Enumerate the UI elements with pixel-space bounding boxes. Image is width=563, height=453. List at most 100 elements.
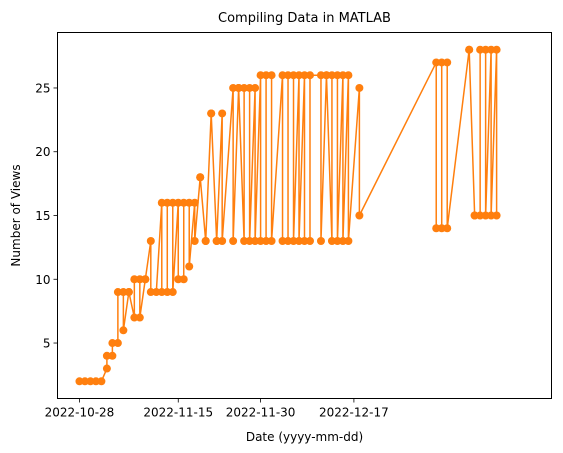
data-point xyxy=(305,237,314,246)
data-point xyxy=(333,71,342,80)
data-point xyxy=(487,45,496,54)
data-point xyxy=(119,288,128,297)
data-point xyxy=(437,224,446,233)
data-point xyxy=(492,211,501,220)
data-point xyxy=(75,377,84,386)
data-point xyxy=(185,262,194,271)
data-point xyxy=(487,211,496,220)
plot-area xyxy=(75,45,501,386)
data-point xyxy=(190,237,199,246)
data-point xyxy=(305,71,314,80)
data-point xyxy=(251,237,260,246)
data-point xyxy=(432,58,441,67)
data-point xyxy=(476,45,485,54)
x-tick-label: 2022-11-30 xyxy=(226,406,296,420)
data-point xyxy=(267,71,276,80)
data-point xyxy=(229,237,238,246)
data-point xyxy=(80,377,89,386)
data-point xyxy=(251,83,260,92)
data-point xyxy=(157,198,166,207)
y-tick-label: 25 xyxy=(35,81,50,95)
data-point xyxy=(289,237,298,246)
data-point xyxy=(190,198,199,207)
data-point xyxy=(174,275,183,284)
data-point xyxy=(256,71,265,80)
data-point xyxy=(240,237,249,246)
data-point xyxy=(102,364,111,373)
data-point xyxy=(262,71,271,80)
data-point xyxy=(338,71,347,80)
data-point xyxy=(201,237,210,246)
data-point xyxy=(355,211,364,220)
data-point xyxy=(443,224,452,233)
data-point xyxy=(284,237,293,246)
x-tick-label: 2022-11-15 xyxy=(143,406,213,420)
chart-title: Compiling Data in MATLAB xyxy=(218,11,391,26)
data-point xyxy=(218,109,227,118)
data-point xyxy=(322,71,331,80)
data-point xyxy=(300,71,309,80)
data-point xyxy=(146,237,155,246)
data-point xyxy=(130,313,139,322)
data-point xyxy=(113,288,122,297)
data-point xyxy=(218,237,227,246)
y-tick-label: 5 xyxy=(43,337,51,351)
data-point xyxy=(102,351,111,360)
data-point xyxy=(295,71,304,80)
data-point xyxy=(179,275,188,284)
y-tick-label: 10 xyxy=(35,273,50,287)
data-point xyxy=(492,45,501,54)
data-point xyxy=(344,237,353,246)
y-tick-label: 15 xyxy=(35,209,50,223)
data-point xyxy=(212,237,221,246)
data-point xyxy=(152,288,161,297)
data-point xyxy=(278,71,287,80)
data-point xyxy=(470,211,479,220)
data-point xyxy=(333,237,342,246)
data-point xyxy=(86,377,95,386)
data-point xyxy=(168,198,177,207)
data-point xyxy=(240,83,249,92)
data-point xyxy=(355,83,364,92)
data-point xyxy=(432,224,441,233)
x-axis: 2022-10-28 2022-11-15 2022-11-30 2022-12-17 xyxy=(45,398,389,420)
data-point xyxy=(91,377,100,386)
data-point xyxy=(245,83,254,92)
x-tick-label: 2022-10-28 xyxy=(45,406,115,420)
y-axis-label: Number of Views xyxy=(9,164,23,266)
data-point xyxy=(179,198,188,207)
data-point xyxy=(163,198,172,207)
data-point xyxy=(344,71,353,80)
data-point xyxy=(338,237,347,246)
data-point xyxy=(465,45,474,54)
data-point xyxy=(135,275,144,284)
data-point xyxy=(146,288,155,297)
data-point xyxy=(124,288,133,297)
data-point xyxy=(300,237,309,246)
data-point xyxy=(443,58,452,67)
data-point xyxy=(135,313,144,322)
data-point xyxy=(97,377,106,386)
data-point xyxy=(168,288,177,297)
data-point xyxy=(267,237,276,246)
data-point xyxy=(289,71,298,80)
data-point xyxy=(316,71,325,80)
data-point xyxy=(157,288,166,297)
series-line xyxy=(79,48,498,383)
data-point xyxy=(316,237,325,246)
data-point xyxy=(229,83,238,92)
data-point xyxy=(130,275,139,284)
data-point xyxy=(327,71,336,80)
x-tick-label: 2022-12-17 xyxy=(319,406,389,420)
data-point xyxy=(481,211,490,220)
data-point xyxy=(476,211,485,220)
data-point xyxy=(141,275,150,284)
data-point xyxy=(278,237,287,246)
data-point xyxy=(108,339,117,348)
data-point xyxy=(327,237,336,246)
x-axis-label: Date (yyyy-mm-dd) xyxy=(246,430,363,444)
data-point xyxy=(185,198,194,207)
data-point xyxy=(245,237,254,246)
data-point xyxy=(284,71,293,80)
